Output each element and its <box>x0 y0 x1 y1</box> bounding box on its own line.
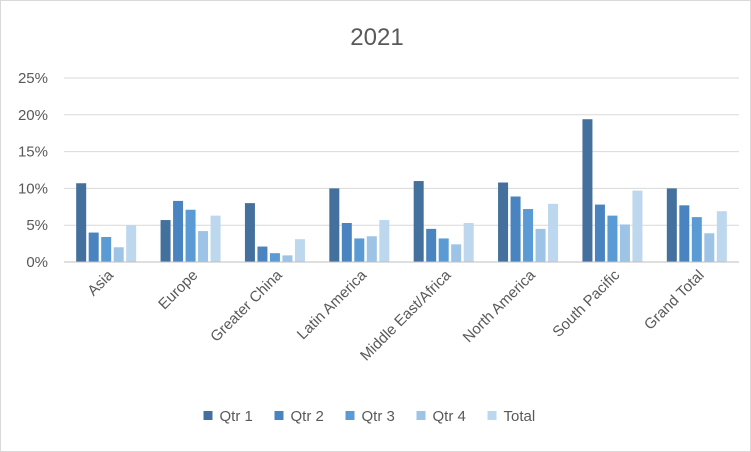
bar <box>535 228 546 262</box>
y-tick-label: 5% <box>26 217 48 234</box>
bar <box>704 233 715 262</box>
y-tick-label: 10% <box>18 180 48 197</box>
bar <box>294 239 305 262</box>
bar <box>413 181 424 262</box>
bar <box>366 236 377 262</box>
y-tick-label: 25% <box>18 70 48 87</box>
bar <box>666 188 677 262</box>
bar <box>185 209 196 262</box>
legend-swatch <box>487 411 497 420</box>
y-tick-label: 15% <box>18 144 48 161</box>
bar <box>582 119 593 262</box>
bar <box>463 222 474 262</box>
y-tick-label: 20% <box>18 107 48 124</box>
bar <box>451 244 462 262</box>
legend-swatch <box>345 411 355 420</box>
bar <box>691 217 702 262</box>
legend-label: Qtr 1 <box>220 408 253 425</box>
legend-label: Total <box>504 408 536 425</box>
bar <box>341 222 352 262</box>
y-tick-label: 0% <box>26 254 48 271</box>
bar <box>438 238 449 262</box>
x-tick-label: Middle East/Africa <box>357 266 455 364</box>
bar <box>354 238 365 262</box>
bar <box>113 247 124 262</box>
bar <box>329 188 340 262</box>
bar <box>716 211 727 262</box>
x-tick-label: Latin America <box>294 266 371 343</box>
x-tick-label: Asia <box>84 266 117 299</box>
bar <box>679 205 690 262</box>
bar <box>88 232 99 262</box>
legend-label: Qtr 2 <box>291 408 324 425</box>
bar <box>607 215 618 262</box>
x-axis-labels: Asia Europe Greater China Latin AmericaMidd… <box>84 266 707 364</box>
legend: Qtr 1 Qtr 2 Qtr 3 Qtr 4 Total <box>203 408 536 425</box>
legend-swatch <box>274 411 284 420</box>
bar <box>210 215 221 262</box>
bar <box>173 200 184 262</box>
bar <box>510 196 521 262</box>
bar <box>619 224 630 262</box>
x-tick-label: North America <box>460 266 540 346</box>
x-tick-label: Grand Total <box>641 267 708 334</box>
chart-title: 2021 <box>350 24 403 51</box>
bar <box>523 209 534 262</box>
bar <box>101 236 112 262</box>
bar <box>198 231 209 262</box>
bar <box>426 228 437 262</box>
bar <box>269 253 280 262</box>
legend-label: Qtr 3 <box>362 408 395 425</box>
bar <box>257 246 268 262</box>
x-tick-label: Greater China <box>207 266 286 345</box>
bar <box>594 204 605 262</box>
x-tick-label: Europe <box>155 267 201 313</box>
bar <box>126 225 137 262</box>
bar <box>548 203 559 262</box>
legend-label: Qtr 4 <box>433 408 466 425</box>
bar <box>379 220 390 262</box>
bar <box>282 255 293 262</box>
bars <box>76 119 727 262</box>
legend-swatch <box>416 411 426 420</box>
bar <box>244 203 255 262</box>
bar <box>160 220 171 262</box>
y-axis-ticks: 0% 5% 10% 15% 20% 25% <box>18 70 48 271</box>
bar <box>632 190 643 262</box>
x-tick-label: South Pacific <box>549 266 623 340</box>
legend-swatch <box>203 411 213 420</box>
bar <box>498 182 509 262</box>
bar <box>76 183 87 262</box>
